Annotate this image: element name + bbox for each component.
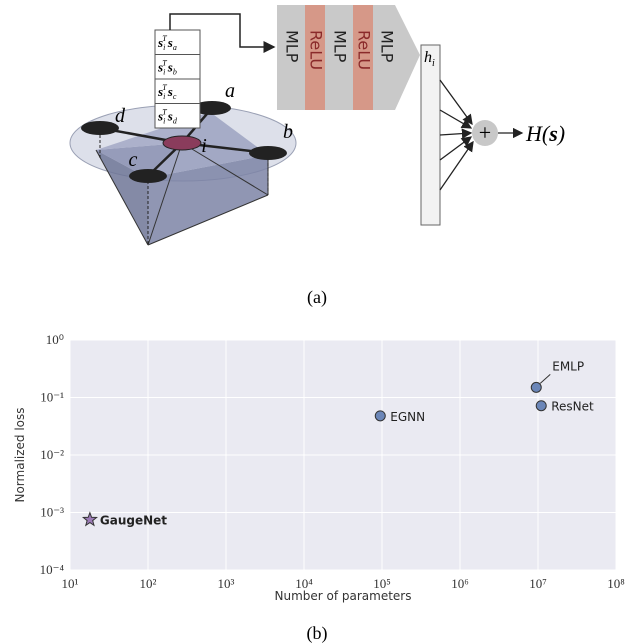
point (536, 401, 546, 411)
point (531, 382, 541, 392)
output-part: H( (525, 121, 551, 146)
product-part: i (163, 43, 165, 52)
x-axis-label: Number of parameters (274, 589, 411, 603)
x-tick-label: 10⁷ (529, 576, 547, 591)
product-part: i (163, 117, 165, 126)
node-label: d (115, 105, 126, 127)
y-tick-label: 10⁰ (46, 332, 64, 347)
point-label: EGNN (390, 410, 425, 424)
y-tick-label: 10⁻² (40, 447, 64, 462)
x-tick-label: 10² (140, 576, 157, 591)
y-tick-label: 10⁻¹ (40, 390, 64, 405)
caption: (a) (307, 287, 327, 308)
y-tick-label: 10⁻⁴ (40, 562, 65, 577)
output-part: ) (556, 121, 565, 146)
layer-label: MLP (378, 30, 397, 63)
output-label: H(s) (525, 121, 565, 146)
point-label: ResNet (551, 400, 594, 414)
product-part: b (173, 68, 177, 77)
product-part: T (162, 34, 167, 43)
product-part: T (162, 108, 167, 117)
product-part: i (163, 92, 165, 101)
sum-symbol: + (479, 120, 491, 145)
product-part: T (162, 59, 167, 68)
point-label: EMLP (552, 359, 584, 373)
product-part: i (163, 68, 165, 77)
node-label: i (201, 135, 207, 157)
x-tick-label: 10⁶ (451, 576, 469, 591)
x-tick-label: 10³ (218, 576, 235, 591)
point-label: GaugeNet (100, 514, 167, 528)
product-part: T (162, 83, 167, 92)
x-tick-label: 10¹ (62, 576, 79, 591)
node-label: a (225, 80, 235, 102)
output-part: s (548, 121, 558, 146)
hidden-part: h (424, 49, 432, 66)
y-tick-label: 10⁻³ (40, 505, 64, 520)
layer-label: MLP (283, 30, 302, 63)
product-part: a (173, 43, 177, 52)
layer-label: MLP (331, 30, 350, 63)
layer-label: ReLU (355, 30, 374, 70)
point (375, 411, 385, 421)
hidden-part: i (432, 58, 435, 69)
node-label: c (129, 149, 138, 171)
layer-label: ReLU (307, 30, 326, 70)
y-axis-label: Normalized loss (13, 407, 27, 502)
product-part: c (173, 92, 177, 101)
node-label: b (283, 121, 293, 143)
x-tick-label: 10⁸ (607, 576, 625, 591)
figure: 10¹10²10³10⁴10⁵10⁶10⁷10⁸10⁻⁴10⁻³10⁻²10⁻¹… (0, 0, 634, 644)
caption: (b) (307, 623, 328, 644)
